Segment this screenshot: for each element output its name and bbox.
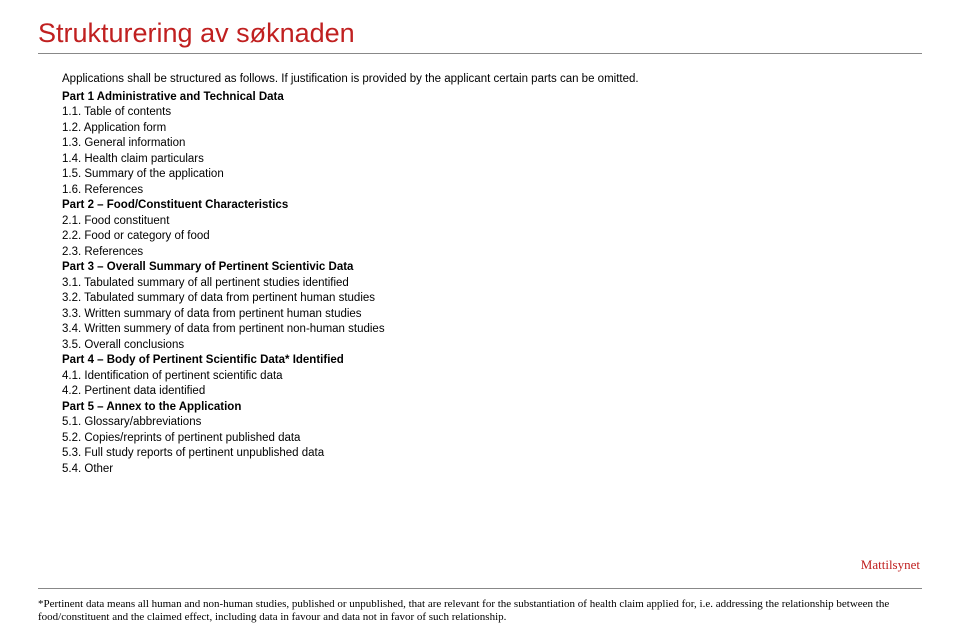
list-item: 3.3. Written summary of data from pertin… (62, 307, 922, 323)
list-item: 3.1. Tabulated summary of all pertinent … (62, 276, 922, 292)
list-item: 4.2. Pertinent data identified (62, 384, 922, 400)
list-item: 5.4. Other (62, 462, 922, 478)
intro-text: Applications shall be structured as foll… (62, 72, 922, 88)
list-item: 2.2. Food or category of food (62, 229, 922, 245)
list-item: 5.1. Glossary/abbreviations (62, 415, 922, 431)
list-item: 5.3. Full study reports of pertinent unp… (62, 446, 922, 462)
title-divider (38, 53, 922, 54)
list-item: 1.5. Summary of the application (62, 167, 922, 183)
part-heading: Part 4 – Body of Pertinent Scientific Da… (62, 353, 922, 369)
footnote-text: *Pertinent data means all human and non-… (38, 598, 922, 626)
list-item: 1.4. Health claim particulars (62, 152, 922, 168)
content-body: Applications shall be structured as foll… (38, 72, 922, 477)
list-item: 1.6. References (62, 183, 922, 199)
list-item: 3.4. Written summery of data from pertin… (62, 322, 922, 338)
list-item: 1.3. General information (62, 136, 922, 152)
list-item: 3.2. Tabulated summary of data from pert… (62, 291, 922, 307)
part-heading: Part 3 – Overall Summary of Pertinent Sc… (62, 260, 922, 276)
list-item: 1.2. Application form (62, 121, 922, 137)
list-item: 4.1. Identification of pertinent scienti… (62, 369, 922, 385)
part-heading: Part 2 – Food/Constituent Characteristic… (62, 198, 922, 214)
part-heading: Part 1 Administrative and Technical Data (62, 90, 922, 106)
list-item: 1.1. Table of contents (62, 105, 922, 121)
list-item: 3.5. Overall conclusions (62, 338, 922, 354)
part-heading: Part 5 – Annex to the Application (62, 400, 922, 416)
brand-logo: Mattilsynet (861, 557, 920, 573)
list-item: 2.1. Food constituent (62, 214, 922, 230)
list-item: 5.2. Copies/reprints of pertinent publis… (62, 431, 922, 447)
footer-divider (38, 588, 922, 589)
list-item: 2.3. References (62, 245, 922, 261)
page-title: Strukturering av søknaden (38, 18, 922, 49)
